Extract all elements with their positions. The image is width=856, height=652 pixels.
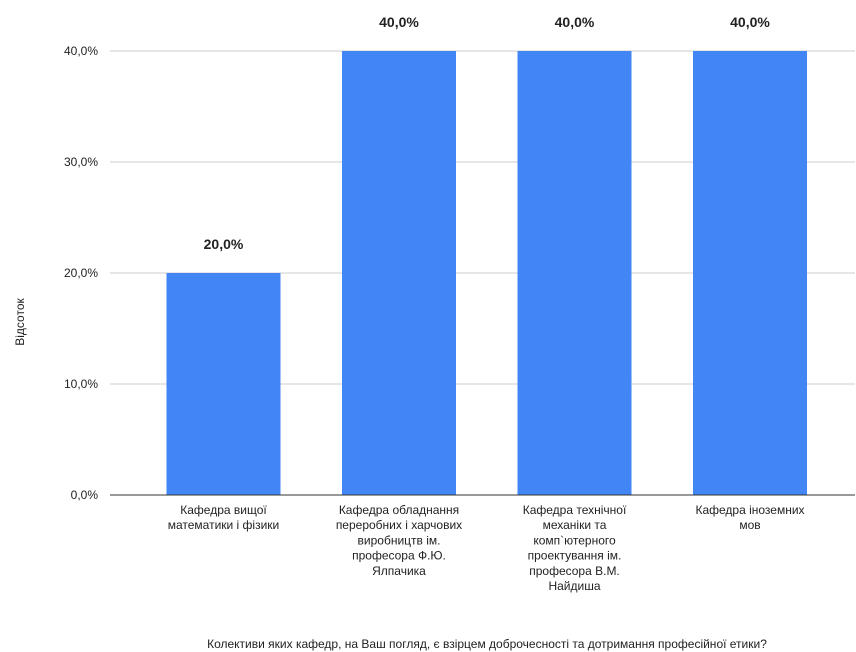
- data-labels: 20,0% 40,0% 40,0% 40,0%: [204, 14, 771, 252]
- category-label-line: Кафедра технічної: [523, 503, 627, 517]
- x-axis-title: Колективи яких кафедр, на Ваш погляд, є …: [207, 637, 767, 651]
- y-tick-label: 0,0%: [71, 488, 99, 502]
- category-label-line: професора В.М.: [529, 564, 620, 578]
- category-label-line: Найдиша: [548, 579, 600, 593]
- category-label-line: проектування ім.: [528, 549, 622, 563]
- category-label-line: Кафедра вищої: [180, 503, 267, 517]
- bar: [693, 51, 807, 495]
- bars: [166, 51, 807, 495]
- bar: [342, 51, 456, 495]
- category-label-line: Кафедра обладнання: [339, 503, 459, 517]
- category-label: Кафедра іноземних мов: [695, 503, 804, 532]
- bar: [166, 273, 281, 495]
- y-tick-label: 20,0%: [64, 266, 98, 280]
- category-label: Кафедра технічної механіки та комп`ютерног…: [523, 503, 627, 593]
- y-axis-title: Відсоток: [13, 298, 27, 346]
- data-label: 20,0%: [204, 236, 244, 252]
- category-label-line: механіки та: [543, 518, 607, 532]
- category-label-line: Кафедра іноземних: [695, 503, 804, 517]
- data-label: 40,0%: [555, 14, 595, 30]
- category-label: Кафедра обладнання переробних і харчових в…: [336, 503, 462, 578]
- data-label: 40,0%: [379, 14, 419, 30]
- category-label-line: Ялпачика: [372, 564, 426, 578]
- y-axis-ticks: 0,0% 10,0% 20,0% 30,0% 40,0%: [64, 44, 98, 502]
- category-label-line: комп`ютерного: [533, 533, 616, 547]
- data-label: 40,0%: [730, 14, 770, 30]
- y-tick-label: 30,0%: [64, 155, 98, 169]
- category-label-line: мов: [739, 518, 760, 532]
- category-label-line: виробництв ім.: [358, 533, 441, 547]
- category-label-line: математики і фізики: [168, 518, 280, 532]
- x-axis-categories: Кафедра вищої математики і фізикиКафедра …: [168, 503, 805, 593]
- category-label-line: переробних і харчових: [336, 518, 462, 532]
- bar: [517, 51, 632, 495]
- category-label-line: професора Ф.Ю.: [352, 549, 446, 563]
- category-label: Кафедра вищої математики і фізики: [168, 503, 280, 532]
- y-tick-label: 10,0%: [64, 377, 98, 391]
- y-tick-label: 40,0%: [64, 44, 98, 58]
